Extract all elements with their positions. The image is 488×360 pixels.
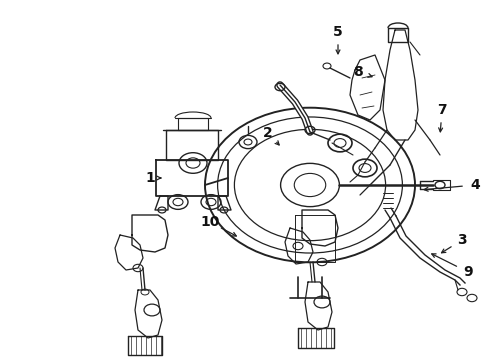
Text: 10: 10	[200, 215, 219, 229]
Text: 8: 8	[352, 65, 362, 79]
Text: 7: 7	[436, 103, 446, 117]
Text: 5: 5	[332, 25, 342, 39]
Text: 2: 2	[263, 126, 272, 140]
Text: 1: 1	[145, 171, 155, 185]
Text: 4: 4	[469, 178, 479, 192]
Text: 9: 9	[462, 265, 472, 279]
Text: 3: 3	[456, 233, 466, 247]
